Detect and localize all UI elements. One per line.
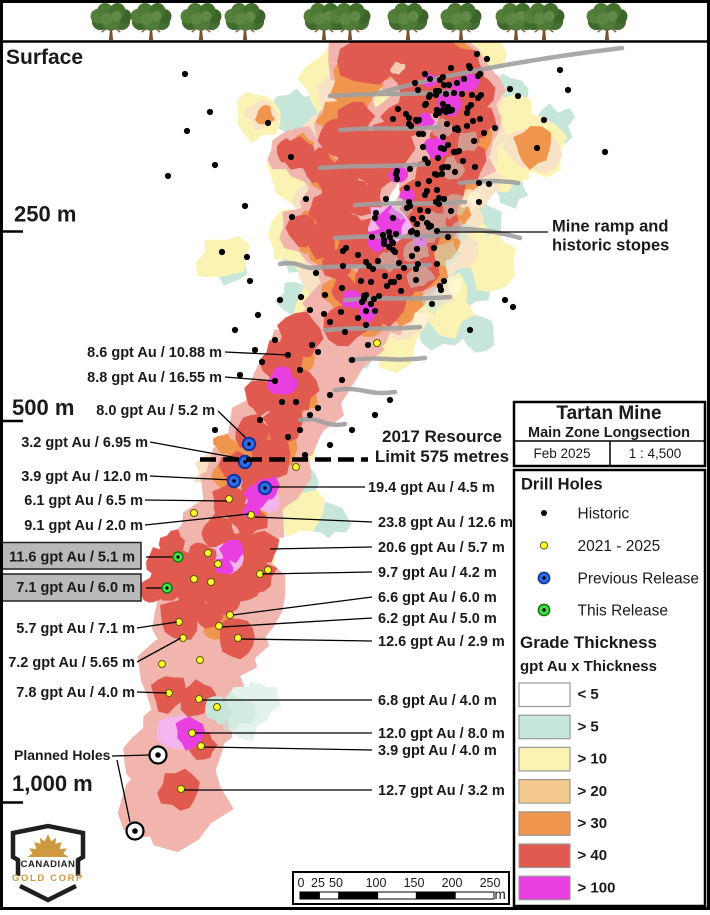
svg-text:250: 250 [480, 876, 501, 890]
svg-text:500 m: 500 m [12, 395, 74, 420]
svg-text:3.9 gpt Au / 4.0 m: 3.9 gpt Au / 4.0 m [378, 743, 497, 759]
svg-text:< 5: < 5 [578, 686, 599, 703]
svg-text:6.8 gpt Au / 4.0 m: 6.8 gpt Au / 4.0 m [378, 693, 497, 709]
svg-text:7.8 gpt Au / 4.0 m: 7.8 gpt Au / 4.0 m [16, 685, 135, 701]
svg-text:50: 50 [329, 876, 343, 890]
svg-text:Historic: Historic [578, 506, 630, 523]
svg-text:8.6 gpt Au / 10.88 m: 8.6 gpt Au / 10.88 m [87, 345, 222, 361]
svg-text:CANADIAN: CANADIAN [21, 859, 76, 870]
svg-text:250 m: 250 m [14, 202, 76, 227]
svg-text:20.6 gpt Au / 5.7 m: 20.6 gpt Au / 5.7 m [378, 540, 505, 556]
svg-text:> 100: > 100 [578, 879, 616, 896]
svg-text:3.2 gpt Au / 6.95 m: 3.2 gpt Au / 6.95 m [21, 435, 148, 451]
svg-text:12.6 gpt Au / 2.9 m: 12.6 gpt Au / 2.9 m [378, 634, 505, 650]
svg-text:6.6 gpt Au / 6.0 m: 6.6 gpt Au / 6.0 m [378, 590, 497, 606]
svg-text:7.2 gpt Au / 5.65 m: 7.2 gpt Au / 5.65 m [8, 655, 135, 671]
svg-text:2017 Resource: 2017 Resource [382, 427, 502, 446]
svg-text:200: 200 [442, 876, 463, 890]
svg-text:> 5: > 5 [578, 718, 599, 735]
svg-text:9.1 gpt Au / 2.0 m: 9.1 gpt Au / 2.0 m [24, 518, 143, 534]
svg-text:23.8 gpt Au / 12.6 m: 23.8 gpt Au / 12.6 m [378, 515, 513, 531]
svg-text:Surface: Surface [6, 46, 83, 69]
svg-text:Planned Holes: Planned Holes [14, 747, 111, 763]
svg-text:7.1 gpt Au / 6.0 m: 7.1 gpt Au / 6.0 m [16, 580, 135, 596]
svg-text:9.7 gpt Au / 4.2 m: 9.7 gpt Au / 4.2 m [378, 565, 497, 581]
svg-text:100: 100 [366, 876, 387, 890]
svg-text:19.4 gpt Au / 4.5 m: 19.4 gpt Au / 4.5 m [368, 480, 495, 496]
svg-text:> 10: > 10 [578, 751, 608, 768]
svg-text:12.7 gpt Au / 3.2 m: 12.7 gpt Au / 3.2 m [378, 783, 505, 799]
svg-text:12.0 gpt Au / 8.0 m: 12.0 gpt Au / 8.0 m [378, 726, 505, 742]
svg-text:> 20: > 20 [578, 783, 608, 800]
svg-text:6.1 gpt Au / 6.5 m: 6.1 gpt Au / 6.5 m [24, 493, 143, 509]
svg-text:8.0 gpt Au / 5.2 m: 8.0 gpt Au / 5.2 m [96, 403, 215, 419]
svg-text:5.7 gpt Au / 7.1 m: 5.7 gpt Au / 7.1 m [16, 621, 135, 637]
svg-text:historic stopes: historic stopes [552, 237, 669, 255]
svg-text:3.9 gpt Au / 12.0 m: 3.9 gpt Au / 12.0 m [21, 469, 148, 485]
svg-text:m: m [495, 887, 506, 902]
svg-text:Main Zone Longsection: Main Zone Longsection [528, 425, 690, 441]
svg-text:8.8 gpt Au / 16.55 m: 8.8 gpt Au / 16.55 m [87, 370, 222, 386]
svg-text:1,000 m: 1,000 m [12, 771, 93, 796]
svg-text:gpt Au x Thickness: gpt Au x Thickness [520, 658, 657, 675]
svg-text:25: 25 [311, 876, 325, 890]
svg-text:Limit 575 metres: Limit 575 metres [375, 447, 509, 466]
svg-text:> 40: > 40 [578, 847, 608, 864]
svg-text:Feb 2025: Feb 2025 [533, 446, 590, 461]
svg-text:0: 0 [298, 876, 305, 890]
svg-text:Previous Release: Previous Release [578, 571, 699, 588]
svg-text:Drill Holes: Drill Holes [521, 476, 603, 494]
svg-text:Grade Thickness: Grade Thickness [520, 633, 657, 652]
svg-text:GOLD CORP: GOLD CORP [12, 873, 84, 884]
svg-text:1 : 4,500: 1 : 4,500 [629, 446, 682, 461]
svg-text:This Release: This Release [578, 603, 668, 620]
svg-text:150: 150 [404, 876, 425, 890]
svg-text:2021 - 2025: 2021 - 2025 [578, 538, 661, 555]
svg-text:6.2 gpt Au / 5.0 m: 6.2 gpt Au / 5.0 m [378, 611, 497, 627]
svg-text:Mine ramp and: Mine ramp and [552, 218, 668, 236]
svg-text:11.6 gpt Au / 5.1 m: 11.6 gpt Au / 5.1 m [9, 550, 135, 566]
svg-text:> 30: > 30 [578, 815, 608, 832]
svg-text:Tartan Mine: Tartan Mine [556, 403, 661, 424]
